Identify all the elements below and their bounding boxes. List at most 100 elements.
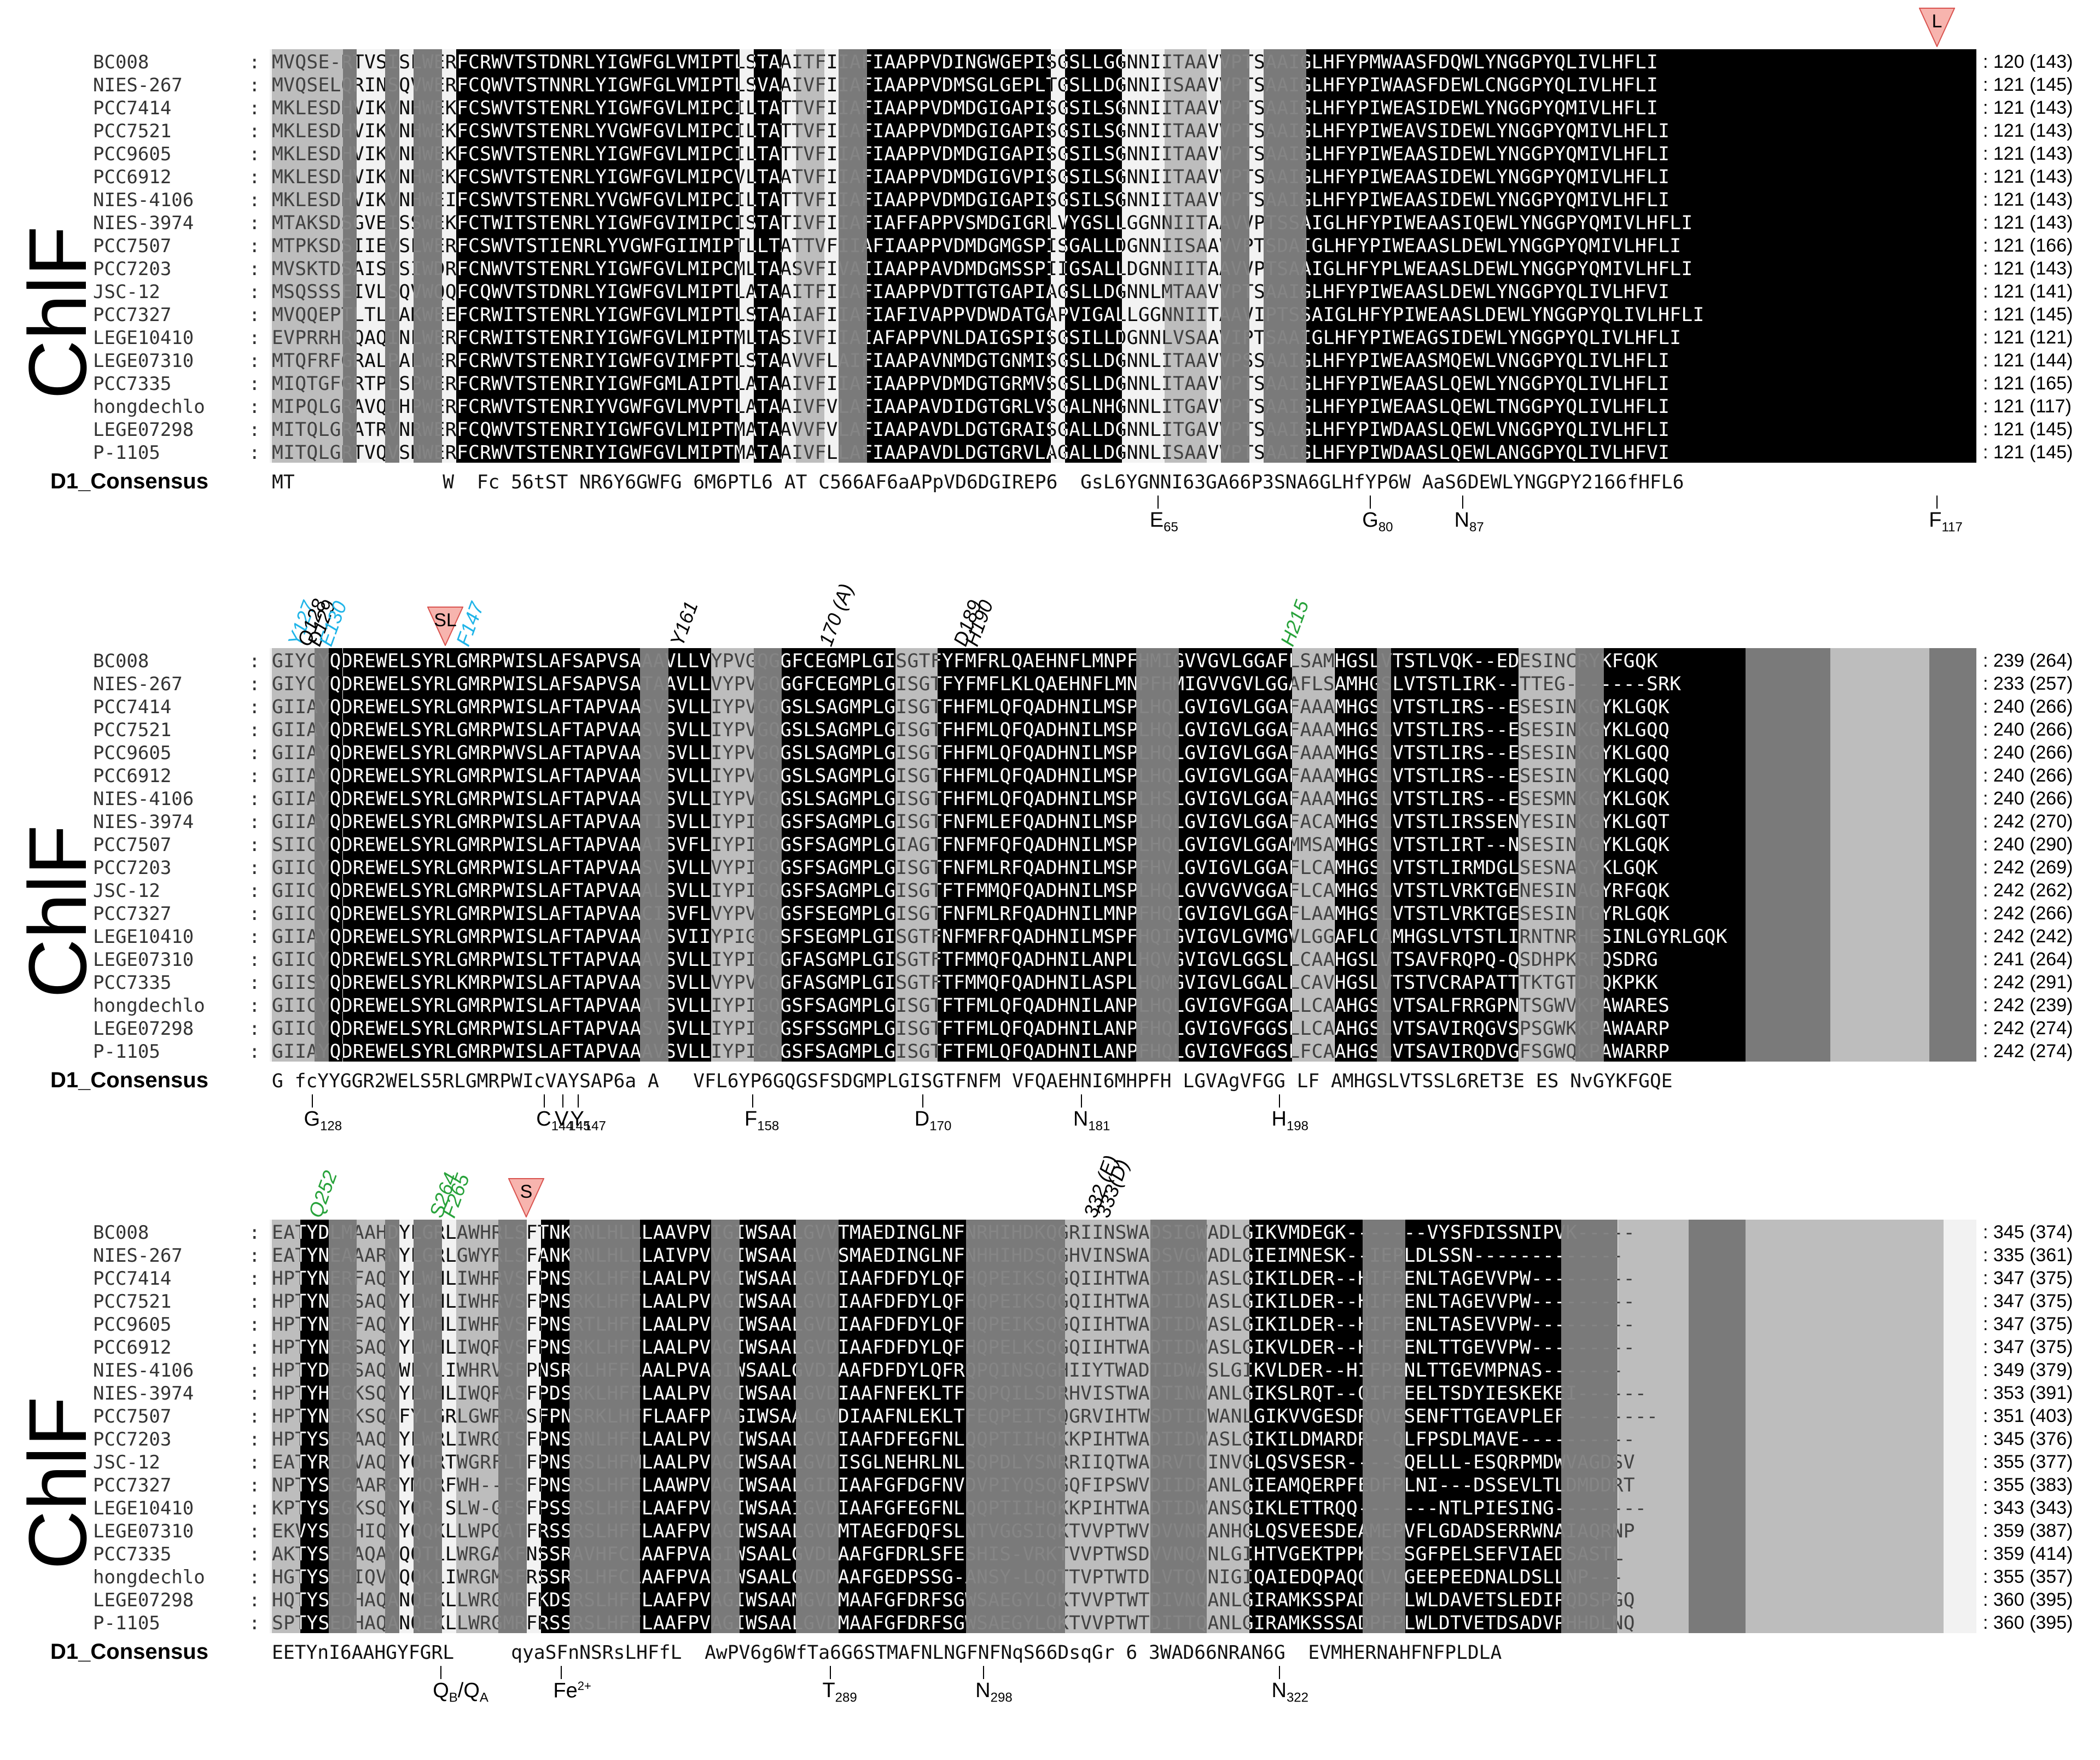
sequence-row: LEGE07298: GIICYQDREWELSYRLGMRPWISLAFTAPV…: [0, 1016, 2100, 1040]
conservation-block: [1264, 325, 1306, 348]
conservation-block: [342, 325, 357, 348]
conservation-block: [1929, 1039, 1976, 1062]
conservation-block: [1490, 394, 1547, 417]
sequence-row: LEGE07298: HQTYSEDHAQANQEKLLWRGMRFKDSRSLH…: [0, 1587, 2100, 1611]
sequence-row: LEGE10410: KPTYSEGKSQNYQR-SLW-GFSFPSSRSLH…: [0, 1495, 2100, 1519]
conservation-block: [1745, 832, 1830, 855]
conservation-block: [272, 72, 343, 95]
sequence-name: LEGE10410: [93, 327, 194, 349]
residue-tick: [922, 1094, 923, 1108]
sequence-row: PCC7507: HPTYNERKSQAFYLGRLGWRRASFPNSRKLHF…: [0, 1403, 2100, 1427]
conservation-block: [1745, 1610, 1944, 1633]
conservation-block: [272, 187, 343, 210]
sequence-row: PCC6912: GIIAYQDREWELSYRLGMRPWISLAFTAPVAA…: [0, 763, 2100, 787]
conservation-block: [342, 417, 357, 440]
conservation-block: [272, 279, 343, 302]
sequence-row: PCC9605: MKLESDHVIKVNHWEKFCSWVTSTENRLYIGW…: [0, 141, 2100, 165]
conservation-block: [796, 371, 825, 394]
conservation-block: [1745, 970, 1830, 993]
sequence-name: BC008: [93, 1222, 149, 1244]
sequence-text: HPTYNERSAQVYLWHLIWHRVSFPNSRKLHFFLAALPVAG…: [272, 1291, 1635, 1312]
conservation-block: [1547, 95, 1632, 118]
sequence-end-position: : 121 (141): [1983, 281, 2073, 302]
sequence-name: JSC-12: [93, 281, 160, 303]
consensus-sequence: EETYnI6AAHGYFGRL qyaSFnNSRsLHFfL AwPV6g6…: [272, 1642, 1502, 1664]
conservation-block: [1264, 256, 1306, 279]
conservation-block: [796, 95, 825, 118]
conservation-block: [1306, 187, 1405, 210]
sequence-text: MITQLGRATRVNRWERFCQWVTSTENRIYIGWFGVLMIPT…: [272, 419, 1670, 440]
conservation-block: [1858, 325, 1976, 348]
residue-tick: [1462, 496, 1463, 509]
separator: :: [249, 926, 260, 948]
conservation-block: [839, 325, 867, 348]
conservation-block: [866, 164, 938, 187]
conservation-block: [1490, 417, 1547, 440]
conservation-block: [342, 49, 357, 72]
sequence-text: MSQSSSEIVLSQVWQQFCQWVTSTDNRLYIGWFGVLMIPT…: [272, 281, 1670, 302]
sequence-track: HPTYNERFAQIYLWHLIWHRVSFPNSRKLHFFLAALPVAG…: [270, 1266, 1976, 1289]
conservation-block: [1164, 49, 1207, 72]
conservation-block: [272, 302, 343, 325]
sequence-row: JSC-12: MSQSSSEIVLSQVWQQFCQWVTSTDNRLYIGWF…: [0, 279, 2100, 303]
conservation-block: [1221, 325, 1250, 348]
conservation-block: [1405, 141, 1491, 164]
sequence-text: EVPRRHRQAQINLWERFCRWITSTENRIYIGWFGVLMIPT…: [272, 327, 1682, 348]
conservation-block: [839, 95, 867, 118]
conservation-block: [342, 187, 357, 210]
conservation-block: [1306, 394, 1405, 417]
sequence-name: LEGE07310: [93, 949, 194, 971]
conservation-block: [1547, 187, 1632, 210]
sequence-text: MVQQEPTLTLIAKWEEFCRWITSTENRLYIGWFGVLMIPT…: [272, 304, 1705, 325]
conservation-block: [1689, 1587, 1746, 1610]
sequence-text: MIPQLGRAVQIHPWERFCRWVTSTENRIYVGWFGVLMVPT…: [272, 396, 1670, 417]
conservation-block: [1929, 1016, 1976, 1039]
conservation-block: [796, 164, 825, 187]
conservation-block: [1858, 72, 1976, 95]
conservation-block: [385, 348, 400, 371]
conservation-block: [414, 325, 442, 348]
conservation-block: [1632, 325, 1689, 348]
separator: :: [249, 304, 260, 326]
conservation-block: [1490, 49, 1547, 72]
sequence-end-position: : 345 (374): [1983, 1222, 2073, 1243]
conservation-block: [1405, 348, 1491, 371]
conservation-block: [753, 302, 782, 325]
conservation-block: [796, 141, 825, 164]
conservation-block: [272, 417, 343, 440]
conservation-block: [796, 394, 825, 417]
conservation-block: [938, 72, 1051, 95]
conservation-block: [1830, 671, 1930, 694]
separator: :: [249, 1360, 260, 1382]
sequence-row: PCC7327: NPTYSEGAARGYMQRFWH--FSFPNSRSLHFF…: [0, 1472, 2100, 1496]
sequence-row: LEGE07310: EKVYSEDHIQNYQQKLLWPGATFRSSRSLH…: [0, 1518, 2100, 1542]
residue-tick: [1080, 1094, 1082, 1108]
conservation-block: [1929, 878, 1976, 901]
conservation-block: [753, 118, 782, 141]
conservation-block: [1745, 1380, 1944, 1403]
sequence-text: NPTYSEGAARGYMQRFWH--FSFPNSRSLHFFLAAWPVAG…: [272, 1475, 1635, 1495]
separator: :: [249, 650, 260, 672]
conservation-block: [1618, 1357, 1689, 1380]
conservation-block: [1745, 1220, 1944, 1243]
conservation-block: [414, 95, 442, 118]
conservation-block: [1689, 233, 1859, 256]
conservation-block: [753, 394, 782, 417]
conservation-block: [342, 256, 357, 279]
conservation-block: [272, 256, 343, 279]
sequence-name: JSC-12: [93, 880, 160, 902]
separator: :: [249, 442, 260, 464]
sequence-track: MKLESDHVIKVNHWEIFCSWVTSTENRLYVGWFGVLMIPC…: [270, 187, 1976, 210]
conservation-block: [1405, 187, 1491, 210]
conservation-block: [938, 49, 1051, 72]
sequence-end-position: : 240 (290): [1983, 834, 2073, 855]
conservation-block: [753, 325, 782, 348]
conservation-block: [640, 648, 669, 671]
conservation-block: [753, 440, 782, 463]
conservation-block: [1306, 440, 1405, 463]
conservation-block: [938, 302, 1051, 325]
sequence-track: KPTYSEGKSQNYQR-SLW-GFSFPSSRSLHFFLAAFPVAG…: [270, 1495, 1976, 1518]
conservation-block: [1490, 210, 1547, 233]
sequence-end-position: : 240 (266): [1983, 765, 2073, 786]
conservation-block: [1306, 95, 1405, 118]
